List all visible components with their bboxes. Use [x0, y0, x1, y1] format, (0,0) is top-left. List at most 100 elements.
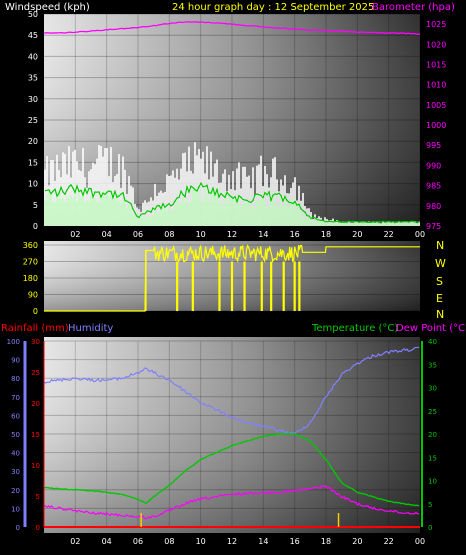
x-tick-label: 06: [133, 537, 143, 546]
x-tick-label: 08: [164, 230, 174, 239]
temp-series: [43, 346, 420, 528]
temp-tick-label: 10: [428, 478, 437, 486]
y-left-tick-label: 20: [28, 137, 38, 146]
temp-tick-label: 30: [428, 385, 437, 393]
compass-label: N: [436, 308, 444, 321]
y-left-tick-label: 15: [28, 158, 38, 167]
wind-title: Windspeed (kph): [5, 2, 90, 13]
y-left-tick-label: 0: [33, 222, 38, 231]
y-right-tick-label: 1025: [426, 20, 446, 29]
x-tick-label: 20: [352, 537, 362, 546]
rain-tick-label: 30: [31, 338, 40, 346]
x-tick-label: 10: [196, 537, 206, 546]
compass-label: N: [436, 239, 444, 252]
humidity-tick-label: 0: [16, 524, 20, 532]
y-left-tick-label: 5: [33, 201, 38, 210]
temp-tick-label: 25: [428, 408, 437, 416]
humidity-tick-label: 90: [11, 357, 20, 365]
rain-tick-label: 15: [31, 431, 40, 439]
y-right-tick-label: 980: [426, 202, 441, 211]
y-right-tick-label: 1000: [426, 121, 446, 130]
x-tick-label: 04: [102, 230, 112, 239]
compass-labels: N W S E N: [435, 239, 446, 321]
baro-title: Barometer (hpa): [372, 2, 455, 13]
wind-direction-line: [44, 244, 420, 312]
wind-average-series: [44, 182, 420, 226]
y-left-tick-label: 10: [28, 180, 38, 189]
y-left-tick-label: 45: [28, 31, 38, 40]
humidity-tick-label: 40: [11, 450, 20, 458]
barometer-series: [43, 21, 421, 35]
temp-tick-label: 40: [428, 338, 437, 346]
humidity-tick-label: 10: [11, 505, 20, 513]
x-tick-label: 02: [70, 230, 80, 239]
compass-label: E: [436, 292, 443, 305]
humidity-tick-label: 80: [11, 375, 20, 383]
x-tick-label: 22: [384, 230, 394, 239]
temp-tick-label: 5: [428, 501, 432, 509]
graph-title: 24 hour graph day : 12 September 2025: [172, 2, 374, 13]
wind-direction-series: [44, 244, 420, 312]
direction-tick-label: 360: [23, 241, 38, 250]
dew-title: Dew Point (°C): [396, 323, 466, 334]
x-tick-label: 16: [290, 537, 300, 546]
rain-tick-label: 25: [31, 369, 40, 377]
y-right-tick-label: 1020: [426, 40, 446, 49]
compass-label: S: [436, 275, 443, 288]
temp-grid: [44, 340, 421, 528]
x-tick-label: 04: [102, 537, 112, 546]
humidity-tick-label: 70: [11, 394, 20, 402]
x-tick-label: 18: [321, 537, 331, 546]
x-tick-label: 16: [290, 230, 300, 239]
humidity-title: Humidity: [68, 323, 113, 334]
y-left-tick-label: 35: [28, 74, 38, 83]
y-right-tick-label: 985: [426, 182, 441, 191]
temp-tick-label: 20: [428, 431, 437, 439]
y-left-tick-label: 25: [28, 116, 38, 125]
x-tick-label: 22: [384, 537, 394, 546]
y-left-tick-label: 30: [28, 95, 38, 104]
rain-tick-label: 10: [31, 462, 40, 470]
direction-axis-ticks: 0 90 180 270 360: [23, 241, 38, 316]
temp-tick-label: 35: [428, 361, 437, 369]
x-tick-label: 00: [415, 230, 425, 239]
wind-grid: [44, 13, 421, 227]
x-tick-label: 10: [196, 230, 206, 239]
wind-axis-ticks: 0510152025303540455097598098599099510001…: [28, 10, 447, 239]
x-tick-label: 00: [415, 537, 425, 546]
y-right-tick-label: 990: [426, 161, 441, 170]
x-tick-label: 02: [70, 537, 80, 546]
y-right-tick-label: 995: [426, 141, 441, 150]
y-left-tick-label: 40: [28, 52, 38, 61]
x-tick-label: 12: [227, 230, 237, 239]
direction-tick-label: 180: [23, 274, 38, 283]
humidity-tick-label: 100: [7, 338, 20, 346]
dew-point-line: [43, 485, 420, 520]
y-right-tick-label: 1010: [426, 81, 446, 90]
x-tick-label: 06: [133, 230, 143, 239]
x-tick-label: 18: [321, 230, 331, 239]
rain-tick-label: 5: [36, 493, 40, 501]
humidity-tick-label: 20: [11, 487, 20, 495]
rain-tick-label: 20: [31, 400, 40, 408]
direction-tick-label: 270: [23, 258, 38, 267]
humidity-line: [43, 346, 420, 435]
humidity-tick-label: 50: [11, 431, 20, 439]
temp-tick-label: 0: [428, 524, 432, 532]
temp-tick-label: 15: [428, 454, 437, 462]
rain-tick-label: 0: [36, 524, 40, 532]
y-right-tick-label: 1005: [426, 101, 446, 110]
y-right-tick-label: 1015: [426, 60, 446, 69]
temperature-line: [43, 432, 420, 507]
wind-average-line: [44, 182, 420, 224]
temp-title: Temperature (°C): [311, 323, 398, 334]
humidity-tick-label: 30: [11, 468, 20, 476]
direction-tick-label: 90: [28, 291, 38, 300]
x-tick-label: 12: [227, 537, 237, 546]
rain-title: Rainfall (mm): [1, 323, 69, 334]
y-left-tick-label: 50: [28, 10, 38, 19]
x-tick-label: 14: [258, 537, 268, 546]
compass-label: W: [435, 257, 446, 270]
temp-axis-ticks: 0102030405060708090100051015202530051015…: [7, 338, 437, 546]
